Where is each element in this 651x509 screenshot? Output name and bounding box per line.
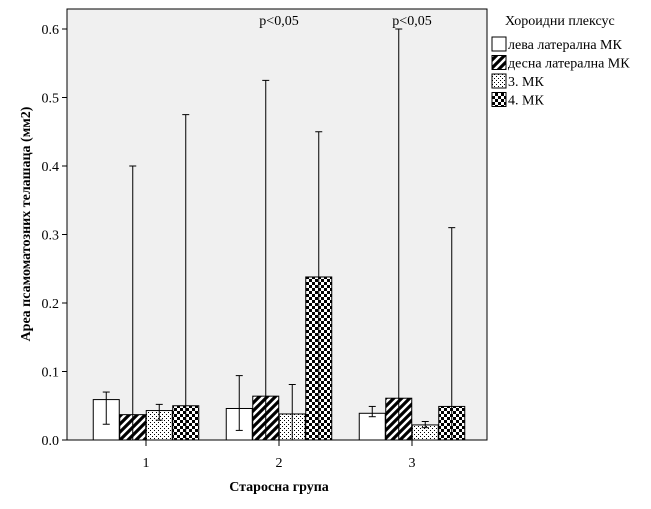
x-tick-label: 3 bbox=[409, 456, 416, 471]
legend: Хороидни плексус лева латерална МК десна … bbox=[491, 14, 630, 109]
x-axis: 1 2 3 bbox=[143, 440, 416, 471]
annotation-group: p<0,05 p<0,05 bbox=[259, 14, 431, 29]
legend-title: Хороидни плексус bbox=[505, 14, 615, 29]
bar bbox=[358, 412, 386, 441]
y-tick-label: 0.2 bbox=[42, 297, 60, 312]
legend-label: 4. МК bbox=[508, 94, 544, 109]
y-tick-label: 0.0 bbox=[42, 434, 60, 449]
legend-label: лева латерална МК bbox=[508, 38, 622, 53]
legend-label: 3. МК bbox=[508, 75, 544, 90]
plot-area bbox=[66, 8, 488, 441]
significance-annotation: p<0,05 bbox=[259, 14, 298, 29]
y-tick-label: 0.6 bbox=[42, 23, 60, 38]
y-tick-label: 0.5 bbox=[42, 92, 60, 107]
x-tick-label: 1 bbox=[143, 456, 150, 471]
legend-label: десна латерална МК bbox=[508, 57, 630, 72]
x-tick-label: 2 bbox=[276, 456, 283, 471]
legend-swatch bbox=[491, 55, 507, 70]
significance-annotation: p<0,05 bbox=[392, 14, 431, 29]
y-tick-label: 0.3 bbox=[42, 229, 60, 244]
y-axis-title: Ареа псамоматозних телашаца (мм2) bbox=[19, 106, 34, 341]
legend-swatch bbox=[491, 92, 507, 107]
x-axis-title: Старосна група bbox=[229, 480, 329, 495]
legend-swatch bbox=[491, 36, 507, 52]
y-tick-label: 0.1 bbox=[42, 366, 60, 381]
error-bar-group bbox=[102, 28, 456, 440]
y-axis: 0.0 0.1 0.2 0.3 0.4 0.5 0.6 bbox=[42, 23, 67, 449]
y-tick-label: 0.4 bbox=[42, 160, 60, 175]
legend-swatch bbox=[491, 73, 507, 89]
